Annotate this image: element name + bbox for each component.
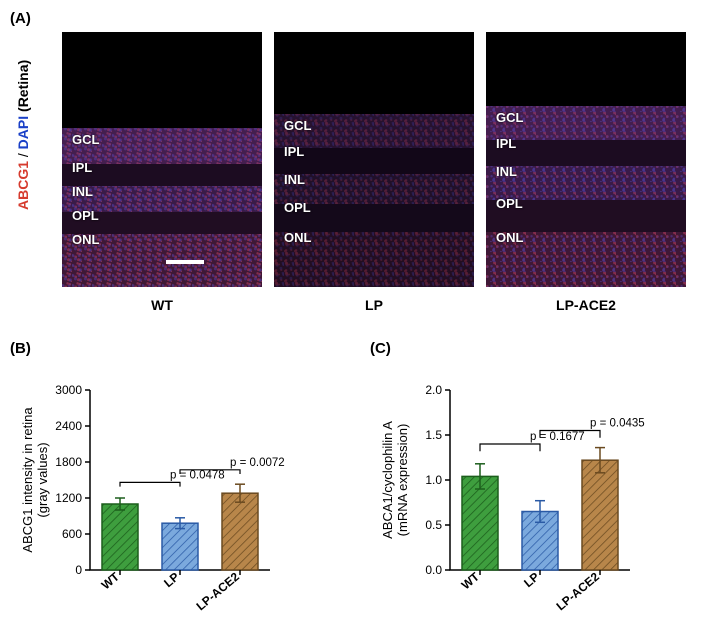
layer-label-ipl: IPL: [72, 160, 92, 175]
svg-text:1.5: 1.5: [425, 428, 442, 442]
layer-label-onl: ONL: [284, 230, 311, 245]
panel-a-sidelabel: ABCG1 / DAPI (Retina): [15, 60, 31, 210]
panel-b: (B) 0 600 1200 1800 2400 3000 ABCG1 intensity …: [10, 340, 320, 620]
layer-label-opl: OPL: [72, 208, 99, 223]
layer-label-opl: OPL: [496, 196, 523, 211]
svg-text:LP-ACE2: LP-ACE2: [194, 569, 243, 613]
svg-text:0: 0: [75, 563, 82, 577]
layer-label-inl: INL: [72, 184, 93, 199]
svg-text:LP: LP: [521, 570, 542, 591]
sidelabel-abcg1: ABCG1: [15, 161, 31, 210]
svg-text:ABCA1/cyclophilin A(mRNA expre: ABCA1/cyclophilin A(mRNA expression): [380, 421, 410, 539]
layer-label-gcl: GCL: [72, 132, 99, 147]
svg-text:0.0: 0.0: [425, 563, 442, 577]
svg-text:p = 0.0478: p = 0.0478: [170, 469, 225, 481]
micrograph-caption: LP: [274, 297, 474, 313]
svg-text:1800: 1800: [55, 455, 82, 469]
layer-label-onl: ONL: [72, 232, 99, 247]
svg-text:WT: WT: [459, 569, 483, 592]
layer-label-gcl: GCL: [284, 118, 311, 133]
svg-text:LP: LP: [161, 570, 182, 591]
svg-text:600: 600: [62, 527, 82, 541]
svg-text:1.0: 1.0: [425, 473, 442, 487]
panel-c-label: (C): [370, 340, 391, 357]
micrograph-caption: WT: [62, 297, 262, 313]
svg-text:3000: 3000: [55, 383, 82, 397]
sidelabel-dapi: DAPI: [15, 116, 31, 149]
layer-label-ipl: IPL: [496, 136, 516, 151]
bar-chart: 0.0 0.5 1.0 1.5 2.0 ABCA1/cyclophilin A(mRNA …: [370, 360, 680, 620]
layer-label-opl: OPL: [284, 200, 311, 215]
svg-text:LP-ACE2: LP-ACE2: [554, 569, 603, 613]
micrograph-caption: LP-ACE2: [486, 297, 686, 313]
sidelabel-retina: (Retina): [15, 60, 31, 116]
sidelabel-slash: /: [15, 149, 31, 161]
svg-text:ABCG1 intensity in retina(gray: ABCG1 intensity in retina(gray values): [20, 407, 50, 553]
svg-text:p = 0.0435: p = 0.0435: [590, 418, 645, 430]
panel-b-label: (B): [10, 340, 31, 357]
svg-text:p = 0.0072: p = 0.0072: [230, 457, 285, 469]
micrograph-lp-ace2: GCL IPL INL OPL ONL: [486, 32, 686, 287]
svg-text:2.0: 2.0: [425, 383, 442, 397]
svg-text:2400: 2400: [55, 419, 82, 433]
bar-chart: 0 600 1200 1800 2400 3000 ABCG1 intensity in r…: [10, 360, 320, 620]
layer-label-inl: INL: [496, 164, 517, 179]
layer-label-inl: INL: [284, 172, 305, 187]
svg-text:p = 0.1677: p = 0.1677: [530, 431, 585, 443]
panel-c: (C) 0.0 0.5 1.0 1.5 2.0 ABCA1/cyclophilin A(m…: [370, 340, 680, 620]
svg-text:WT: WT: [99, 569, 123, 592]
micrograph-row: GCL IPL INL OPL ONL GCL IPL INL OPL ONL GCL IPL INL O…: [62, 32, 686, 287]
layer-label-ipl: IPL: [284, 144, 304, 159]
micrograph-lp: GCL IPL INL OPL ONL: [274, 32, 474, 287]
svg-text:1200: 1200: [55, 491, 82, 505]
chart-row: (B) 0 600 1200 1800 2400 3000 ABCG1 intensity …: [10, 340, 705, 630]
svg-text:0.5: 0.5: [425, 518, 442, 532]
panel-a-label: (A): [10, 10, 31, 27]
scale-bar: [166, 260, 204, 264]
micrograph-wt: GCL IPL INL OPL ONL: [62, 32, 262, 287]
panel-a: (A) ABCG1 / DAPI (Retina) GCL IPL INL OPL ON…: [10, 10, 705, 340]
layer-label-gcl: GCL: [496, 110, 523, 125]
layer-label-onl: ONL: [496, 230, 523, 245]
